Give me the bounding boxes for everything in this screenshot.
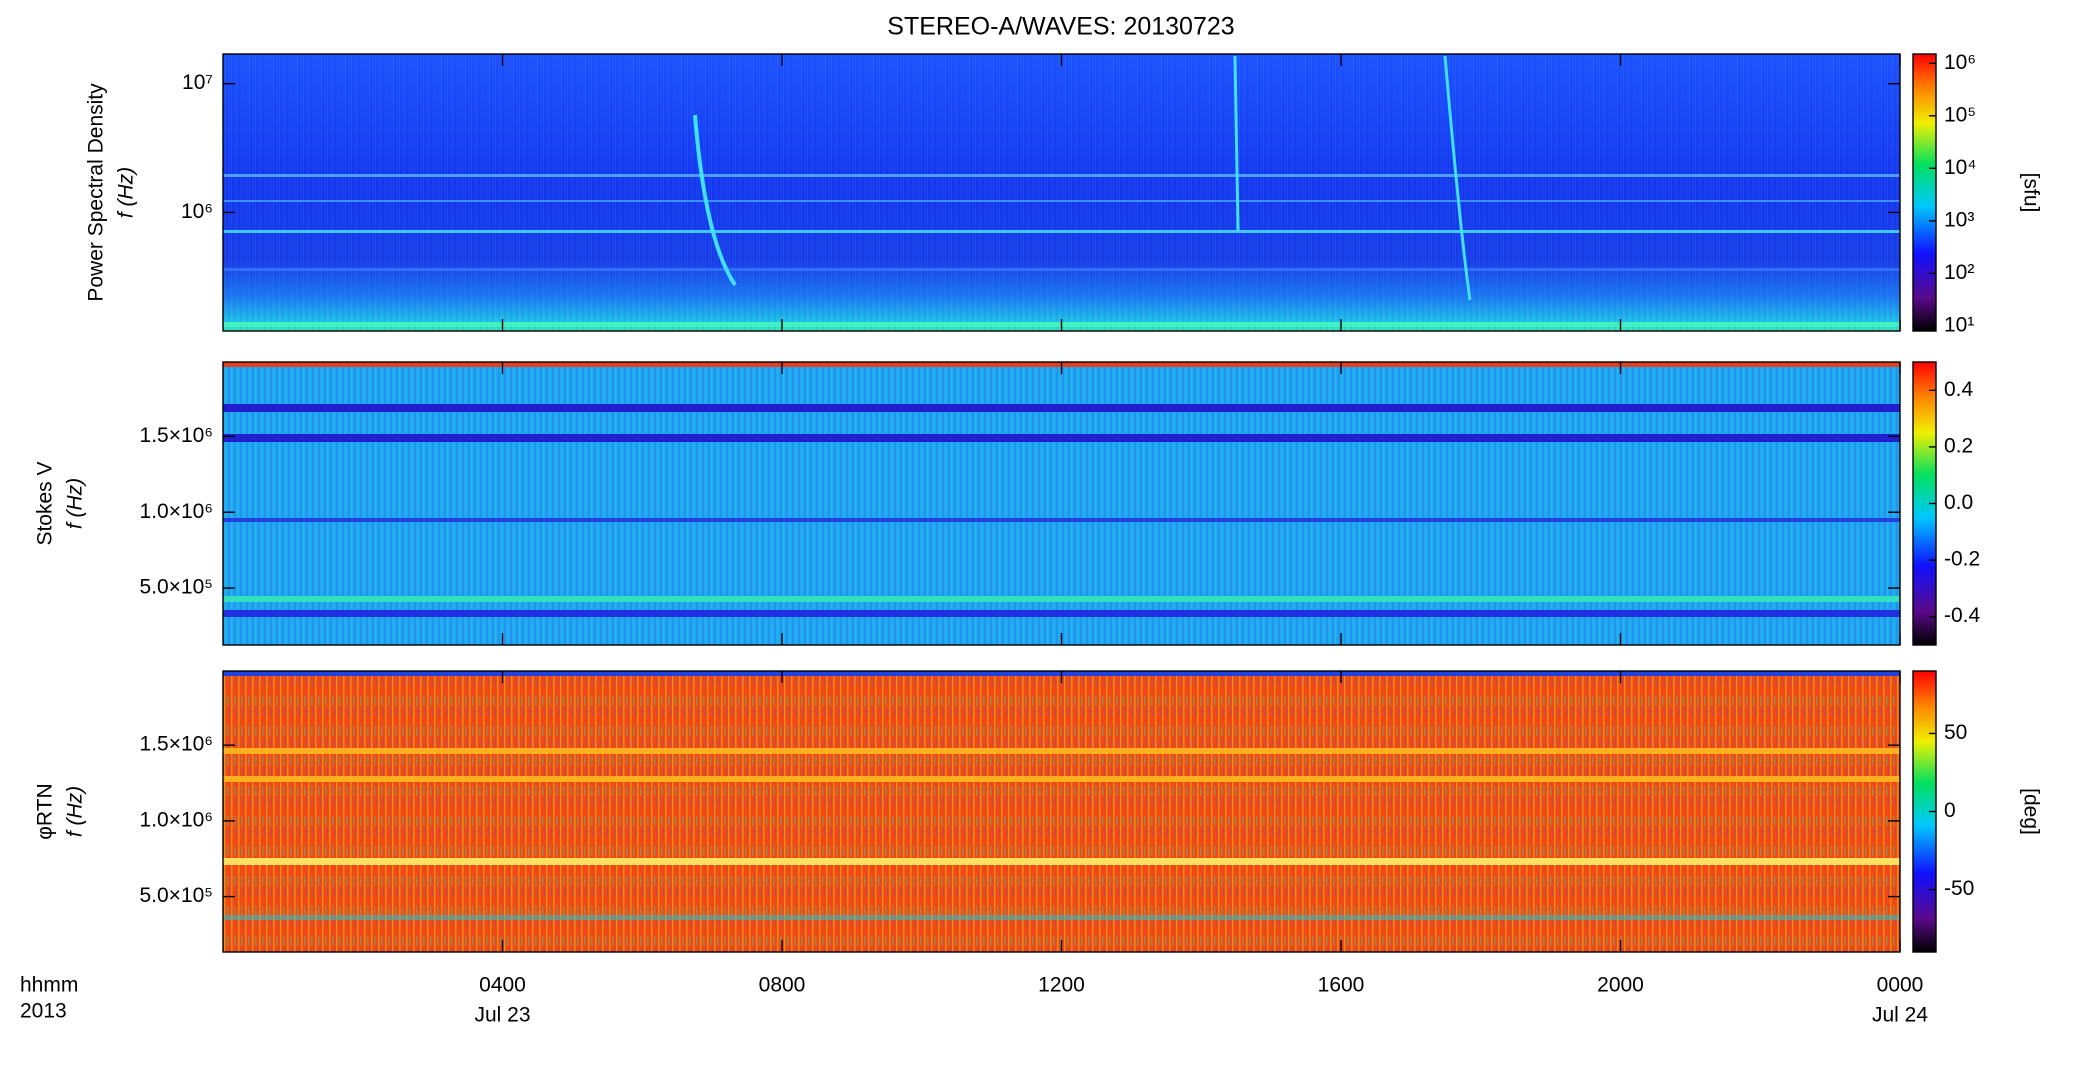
y-axis-units: f (Hz) (64, 786, 87, 837)
spectrogram-image (223, 54, 1900, 331)
x-tick-label: 0800 (759, 974, 806, 997)
y-axis-units: f (Hz) (64, 478, 87, 529)
chart-title: STEREO-A/WAVES: 20130723 (887, 13, 1234, 41)
colorbar-tick-label: 10³ (1944, 208, 1974, 231)
x-axis-format: hhmm (20, 974, 78, 997)
y-tick-label: 5.0×10⁵ (139, 576, 213, 599)
y-axis-units: f (Hz) (115, 167, 138, 218)
colorbar-tick-label: 0.4 (1944, 378, 1974, 401)
colorbar (1913, 671, 1936, 952)
colorbar-tick-label: 10⁴ (1944, 156, 1976, 179)
colorbar-tick-label: 10¹ (1944, 313, 1974, 336)
colorbar (1913, 362, 1936, 645)
colorbar-label: [deg] (2019, 788, 2042, 835)
y-tick-label: 10⁷ (182, 71, 213, 94)
colorbar (1913, 54, 1936, 331)
y-axis-label: Power Spectral Density (85, 83, 108, 302)
colorbar-tick-label: 50 (1944, 721, 1967, 744)
y-axis-label: Stokes V (34, 461, 57, 545)
colorbar-tick-label: 10² (1944, 261, 1974, 284)
x-tick-label: 0000 (1877, 974, 1924, 997)
x-tick-label: 1600 (1318, 974, 1365, 997)
colorbar-tick-label: 0 (1944, 799, 1956, 822)
y-tick-label: 1.5×10⁶ (140, 733, 213, 756)
colorbar-tick-label: -0.4 (1944, 604, 1981, 627)
colorbar-tick-label: 10⁵ (1944, 103, 1976, 126)
colorbar-tick-label: -50 (1944, 877, 1974, 900)
y-axis-label: φRTN (34, 783, 57, 839)
x-axis-year: 2013 (20, 1000, 67, 1023)
colorbar-tick-label: 0.2 (1944, 434, 1973, 457)
colorbar-tick-label: 0.0 (1944, 491, 1973, 514)
spectrogram-image (223, 671, 1900, 952)
y-tick-label: 10⁶ (181, 200, 213, 223)
x-tick-label: 0400 (479, 974, 526, 997)
y-tick-label: 5.0×10⁵ (139, 884, 213, 907)
x-tick-label: 2000 (1597, 974, 1644, 997)
colorbar-label: [sfu] (2019, 173, 2042, 213)
colorbar-tick-label: -0.2 (1944, 548, 1980, 571)
spectrogram-image (223, 362, 1900, 645)
colorbar-tick-label: 10⁶ (1944, 51, 1976, 74)
y-tick-label: 1.0×10⁶ (140, 808, 213, 831)
y-tick-label: 1.0×10⁶ (140, 500, 213, 523)
x-date-label: Jul 23 (474, 1004, 530, 1027)
colorbar-frame (1912, 53, 1937, 332)
x-tick-label: 1200 (1038, 974, 1085, 997)
x-date-label: Jul 24 (1872, 1004, 1928, 1027)
y-tick-label: 1.5×10⁶ (140, 424, 213, 447)
